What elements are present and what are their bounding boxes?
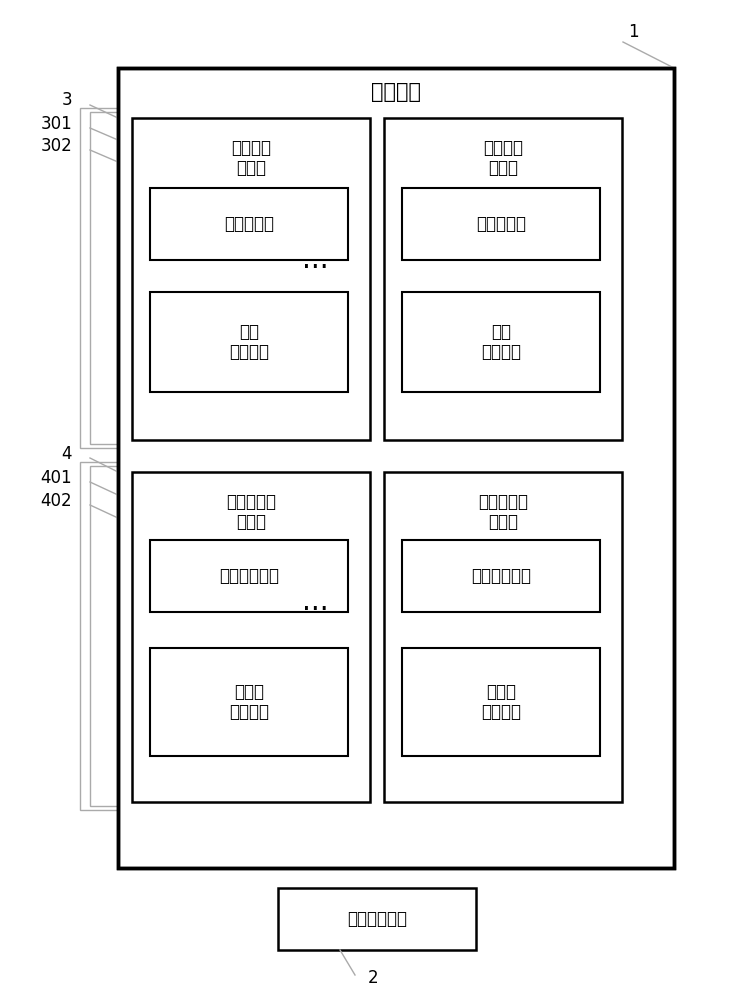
Bar	[150, 292, 348, 392]
Text: 4: 4	[62, 445, 72, 463]
Bar	[90, 466, 674, 806]
Bar	[150, 540, 348, 612]
Bar	[150, 648, 348, 756]
Text: 302: 302	[41, 137, 72, 155]
Text: 真空度控制
子系统: 真空度控制 子系统	[478, 493, 528, 531]
Text: 温度传感器: 温度传感器	[224, 215, 274, 233]
Bar	[384, 118, 622, 440]
Bar	[90, 112, 674, 444]
Text: 401: 401	[41, 469, 72, 487]
Text: 真空度传感器: 真空度传感器	[219, 567, 279, 585]
Bar	[80, 108, 674, 448]
Text: 反馈控制装置: 反馈控制装置	[347, 910, 407, 928]
Text: 真空度传感器: 真空度传感器	[471, 567, 531, 585]
Text: ···: ···	[302, 254, 329, 282]
Text: 真空度控制
子系统: 真空度控制 子系统	[226, 493, 276, 531]
Bar	[150, 188, 348, 260]
Text: 温度
调节装置: 温度 调节装置	[481, 323, 521, 361]
Text: 真空度
调节装置: 真空度 调节装置	[229, 683, 269, 721]
Text: 301: 301	[41, 115, 72, 133]
Bar	[384, 472, 622, 802]
Bar	[402, 648, 600, 756]
Bar	[80, 462, 674, 810]
Text: ···: ···	[302, 596, 329, 624]
Text: 3: 3	[62, 91, 72, 109]
Text: 温度传感器: 温度传感器	[476, 215, 526, 233]
Bar	[278, 888, 476, 950]
Bar	[402, 188, 600, 260]
Text: 1: 1	[628, 23, 638, 41]
Bar	[402, 540, 600, 612]
Bar	[132, 118, 370, 440]
Bar	[118, 68, 674, 868]
Text: 真空度
调节装置: 真空度 调节装置	[481, 683, 521, 721]
Text: 402: 402	[41, 492, 72, 510]
Bar	[402, 292, 600, 392]
Text: 反应腔室: 反应腔室	[371, 82, 421, 102]
Text: 温度
调节装置: 温度 调节装置	[229, 323, 269, 361]
Text: 温度控制
子系统: 温度控制 子系统	[483, 139, 523, 177]
Text: 2: 2	[368, 969, 378, 987]
Text: 温度控制
子系统: 温度控制 子系统	[231, 139, 271, 177]
Bar	[118, 68, 674, 868]
Bar	[132, 472, 370, 802]
